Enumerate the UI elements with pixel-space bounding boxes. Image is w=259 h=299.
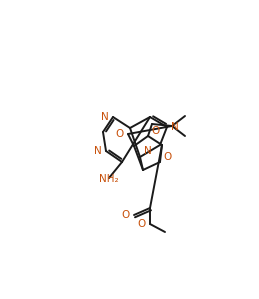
Text: O: O (152, 126, 160, 136)
Text: O: O (138, 219, 146, 229)
Text: O: O (116, 129, 124, 139)
Text: N: N (171, 122, 179, 132)
Text: NH₂: NH₂ (99, 174, 119, 184)
Text: N: N (94, 146, 102, 156)
Text: O: O (122, 210, 130, 220)
Text: N: N (144, 146, 152, 156)
Text: N: N (101, 112, 109, 122)
Text: O: O (163, 152, 171, 162)
